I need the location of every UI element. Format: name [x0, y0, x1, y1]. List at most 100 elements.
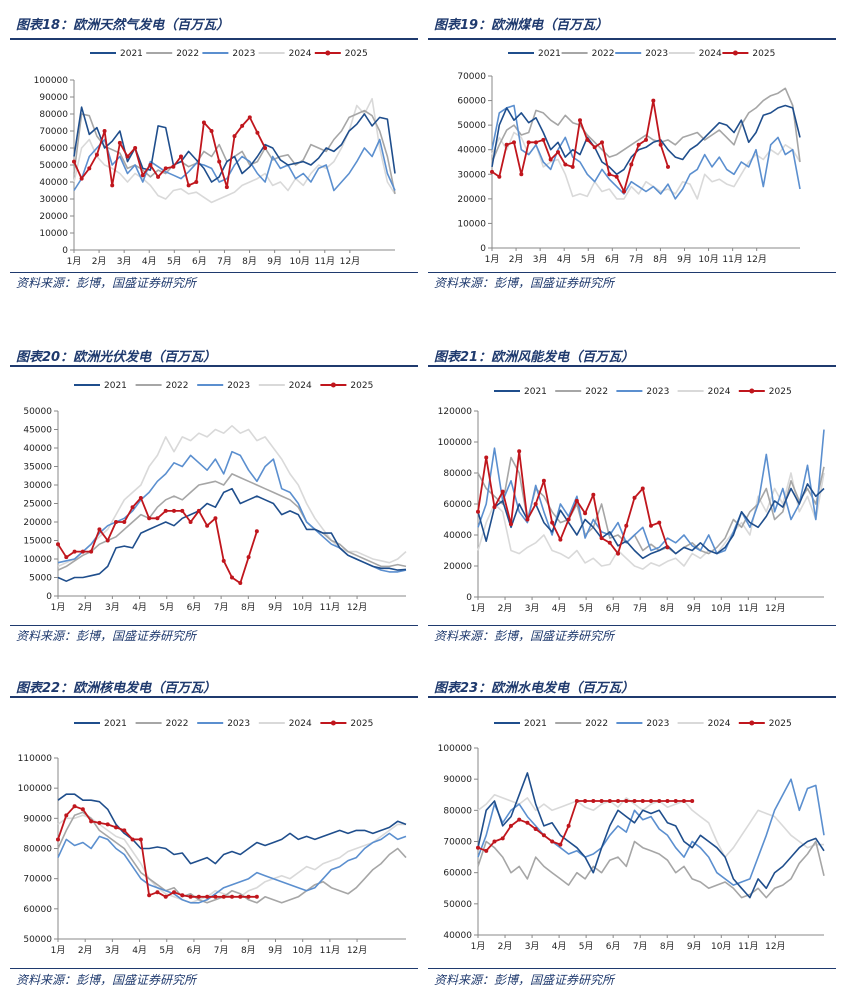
- x-tick-label: 12月: [347, 602, 367, 613]
- title-rule: [428, 696, 836, 698]
- series-point-2025: [517, 817, 522, 822]
- series-point-2025: [673, 798, 678, 803]
- chart-wind: 0 20000 40000 60000 80000 100000 120000 1月 2月 3月 4…: [438, 387, 825, 614]
- series-point-2025: [64, 555, 69, 560]
- source-rule: [428, 968, 836, 969]
- series-point-2025: [263, 146, 268, 150]
- series-point-2025: [138, 837, 143, 842]
- series-point-2025: [591, 798, 596, 803]
- series-point-2025: [566, 517, 571, 522]
- x-tick-label: 10月: [698, 254, 718, 265]
- series-point-2025: [97, 527, 102, 532]
- series-point-2025: [600, 140, 604, 145]
- source-text: 资料来源：彭博，国盛证券研究所: [434, 629, 615, 643]
- legend-label: 2022: [166, 381, 189, 391]
- x-tick-label: 5月: [167, 256, 182, 267]
- series-point-2025: [607, 798, 612, 803]
- series-point-2025: [172, 890, 176, 895]
- series-point-2025: [105, 822, 110, 827]
- x-tick-label: 7月: [629, 254, 644, 265]
- chart-title: 图表19：欧洲煤电（百万瓦）: [434, 18, 609, 33]
- series-point-2025: [497, 174, 502, 179]
- series-point-2025: [180, 893, 185, 898]
- x-tick-label: 2月: [78, 945, 93, 956]
- series-point-2025: [566, 823, 571, 828]
- chart-title: 图表20：欧洲光伏发电（百万瓦）: [16, 350, 217, 365]
- x-tick-label: 10月: [292, 602, 312, 613]
- y-tick-label: 30000: [39, 195, 68, 205]
- x-tick-label: 4月: [557, 254, 572, 265]
- legend-label: 2025: [350, 381, 373, 391]
- series-point-2025: [624, 523, 629, 528]
- y-tick-label: 90000: [39, 93, 68, 103]
- x-tick-label: 8月: [653, 254, 668, 265]
- legend-marker-2025: [330, 382, 336, 388]
- series-point-2025: [238, 894, 243, 899]
- y-tick-label: 100000: [18, 784, 53, 794]
- legend-label: 2024: [708, 387, 731, 397]
- legend-label: 2021: [524, 387, 547, 397]
- panel-wind: 图表21：欧洲风能发电（百万瓦） 0 20000 40000 60000 80000 10…: [428, 342, 836, 647]
- legend-label: 2025: [752, 49, 775, 59]
- legend-label: 2024: [699, 49, 722, 59]
- series-point-2025: [72, 159, 76, 164]
- series-point-2025: [558, 537, 563, 542]
- x-tick-label: 2月: [498, 941, 513, 952]
- x-tick-label: 5月: [159, 945, 174, 956]
- legend-label: 2021: [104, 381, 127, 391]
- y-tick-label: 10000: [457, 219, 486, 229]
- legend-label: 2025: [350, 719, 373, 729]
- series-line-2022: [57, 811, 407, 904]
- x-tick-label: 9月: [268, 945, 283, 956]
- y-tick-label: 45000: [23, 426, 52, 436]
- series-point-2025: [246, 555, 251, 560]
- series-point-2025: [221, 894, 226, 899]
- series-point-2025: [80, 549, 85, 554]
- x-tick-label: 9月: [687, 603, 702, 614]
- legend-label: 2022: [176, 49, 199, 59]
- series-point-2025: [64, 813, 69, 818]
- source-text: 资料来源：彭博，国盛证券研究所: [434, 973, 615, 987]
- series-point-2025: [592, 145, 597, 150]
- series-point-2025: [179, 154, 183, 159]
- legend-label: 2021: [524, 719, 547, 729]
- y-tick-label: 40000: [443, 931, 472, 941]
- legend-label: 2022: [166, 719, 189, 729]
- series-point-2025: [163, 508, 168, 513]
- legend-marker-2025: [732, 50, 738, 56]
- y-tick-label: 40000: [23, 444, 52, 454]
- series-point-2025: [550, 839, 555, 844]
- series-point-2025: [196, 508, 201, 513]
- y-tick-label: 110000: [18, 754, 53, 764]
- series-point-2025: [97, 820, 102, 825]
- series-point-2025: [541, 833, 546, 838]
- series-point-2025: [490, 169, 494, 174]
- x-tick-label: 3月: [105, 602, 120, 613]
- title-rule: [10, 696, 418, 698]
- series-point-2025: [636, 142, 641, 147]
- legend-label: 2021: [104, 719, 127, 729]
- series-point-2025: [616, 798, 621, 803]
- series-point-2025: [541, 137, 546, 142]
- series-point-2025: [163, 894, 168, 899]
- x-tick-label: 1月: [67, 256, 82, 267]
- series-point-2025: [213, 894, 218, 899]
- legend-label: 2022: [585, 719, 608, 729]
- y-tick-label: 50000: [39, 161, 68, 171]
- y-tick-label: 30000: [457, 170, 486, 180]
- chart-nuclear: 50000 60000 70000 80000 90000 100000 110000 1月 2…: [18, 719, 407, 956]
- x-tick-label: 10月: [289, 256, 309, 267]
- chart-coal: 0 10000 20000 30000 40000 50000 60000 70000 1月 2月…: [457, 49, 801, 265]
- legend-label: 2021: [120, 49, 143, 59]
- x-tick-label: 9月: [268, 602, 283, 613]
- series-point-2025: [130, 505, 135, 510]
- legend-label: 2024: [289, 719, 312, 729]
- series-point-2025: [72, 804, 77, 809]
- y-tick-label: 80000: [39, 110, 68, 120]
- series-point-2025: [484, 848, 489, 853]
- x-tick-label: 9月: [677, 254, 692, 265]
- series-point-2025: [534, 140, 538, 145]
- x-tick-label: 7月: [217, 256, 232, 267]
- legend-marker-2025: [749, 720, 755, 726]
- series-point-2025: [578, 118, 582, 123]
